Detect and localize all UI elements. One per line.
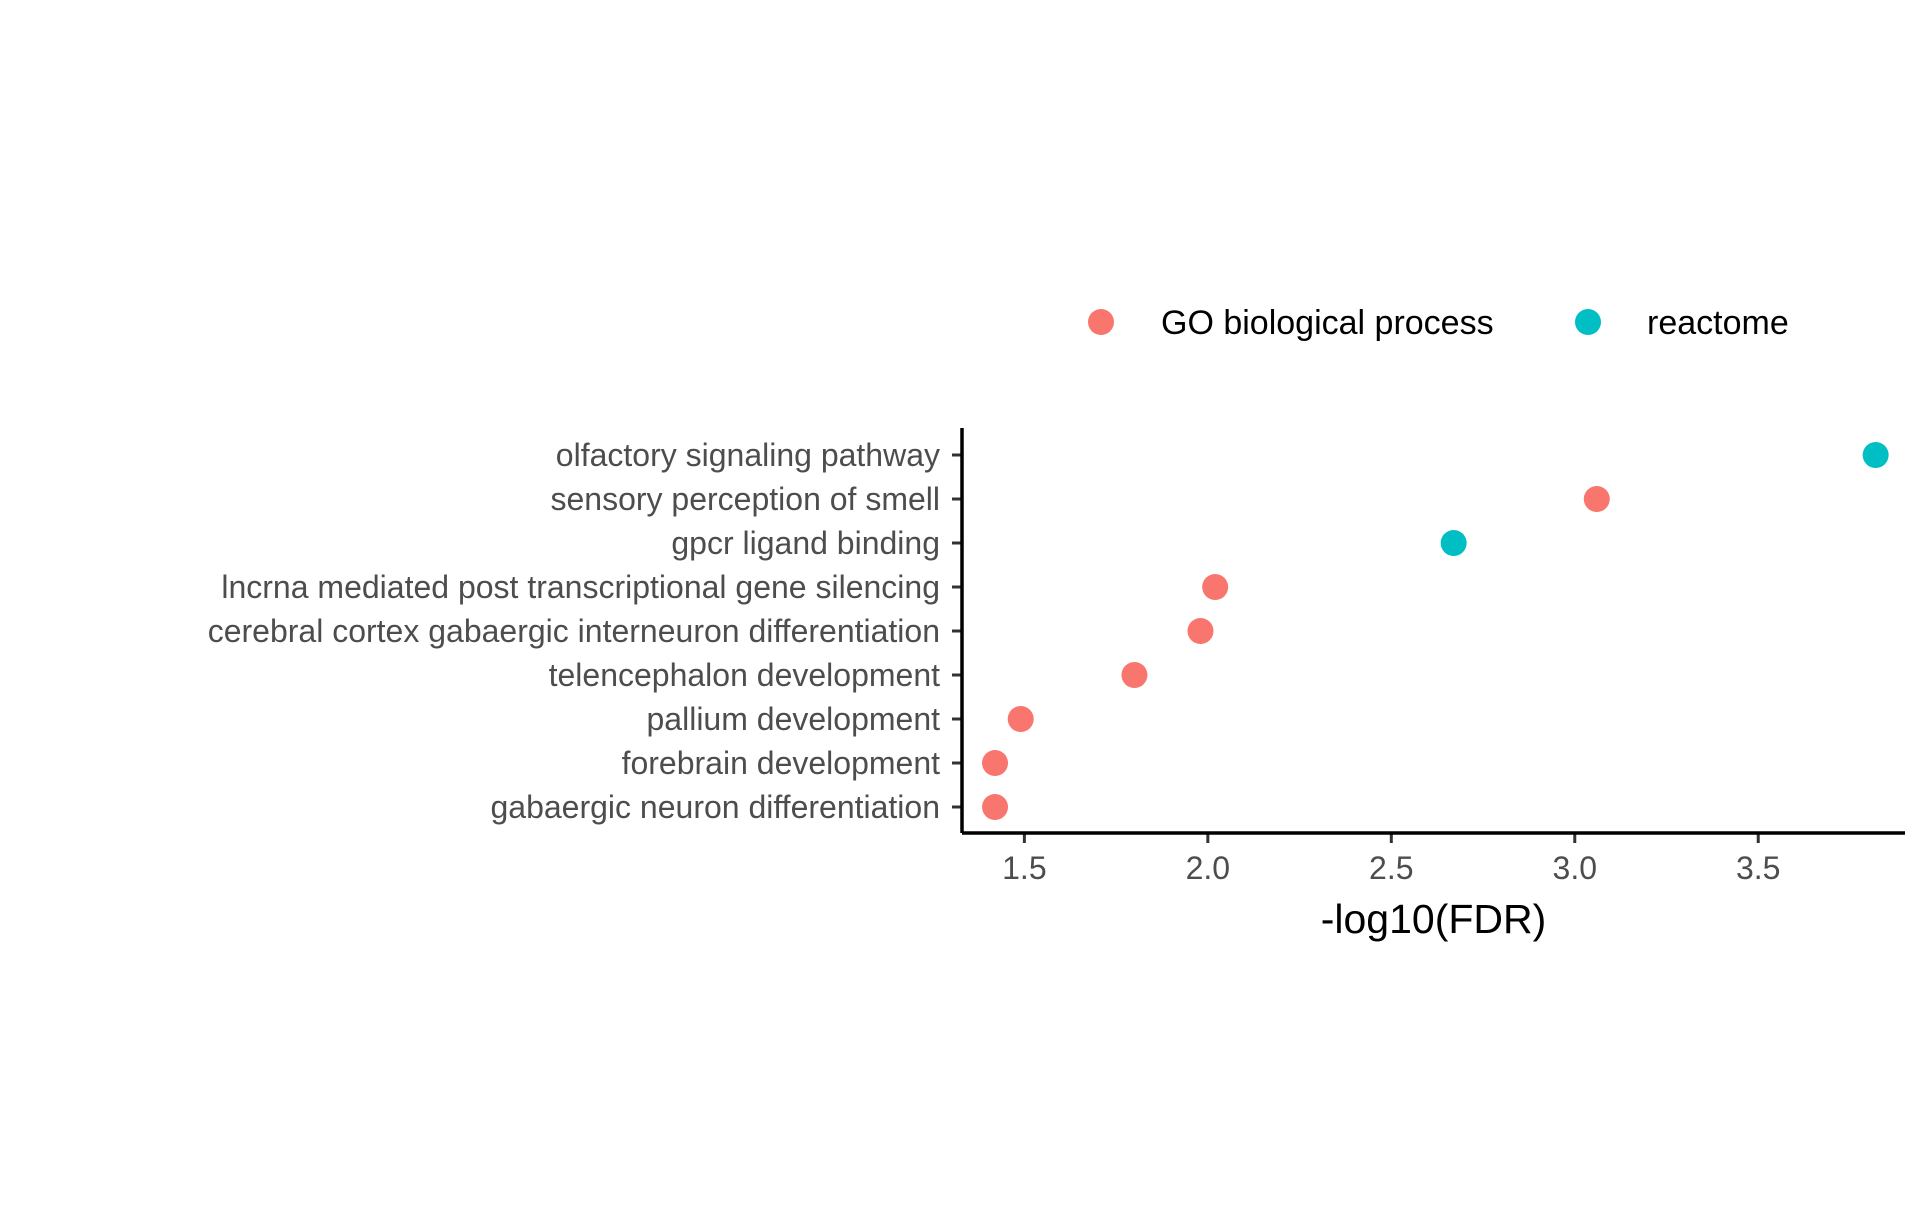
x-tick-label: 3.5 xyxy=(1736,850,1780,886)
x-axis-tick-labels: 1.5 2.0 2.5 3.0 3.5 xyxy=(1002,850,1780,886)
category-label: telencephalon development xyxy=(549,657,941,693)
legend-label: GO biological process xyxy=(1161,304,1494,342)
category-label: forebrain development xyxy=(622,745,941,781)
category-label: pallium development xyxy=(647,701,941,737)
data-point xyxy=(982,750,1009,776)
legend-label: reactome xyxy=(1647,304,1789,342)
category-labels: olfactory signaling pathway sensory perce… xyxy=(208,437,940,825)
data-point xyxy=(1187,618,1214,644)
legend-key xyxy=(1088,309,1114,335)
data-points xyxy=(982,442,1889,820)
x-tick-label: 2.0 xyxy=(1186,850,1230,886)
category-label: lncrna mediated post transcriptional gen… xyxy=(221,569,940,605)
legend-key xyxy=(1575,309,1601,335)
category-label: gpcr ligand binding xyxy=(671,525,940,561)
data-point xyxy=(982,794,1009,820)
category-label: sensory perception of smell xyxy=(550,481,940,517)
category-label: gabaergic neuron differentiation xyxy=(490,789,940,825)
category-label: cerebral cortex gabaergic interneuron di… xyxy=(208,613,940,649)
data-point xyxy=(1440,530,1467,556)
legend: GO biological process reactome xyxy=(1088,304,1789,342)
x-tick-label: 1.5 xyxy=(1002,850,1046,886)
y-axis-ticks xyxy=(952,453,962,809)
data-point xyxy=(1202,574,1229,600)
data-point xyxy=(1007,706,1034,732)
x-tick-label: 2.5 xyxy=(1369,850,1413,886)
data-point xyxy=(1121,662,1148,688)
x-axis-title: -log10(FDR) xyxy=(1321,896,1547,942)
data-point xyxy=(1862,442,1889,468)
data-point xyxy=(1583,486,1610,512)
category-label: olfactory signaling pathway xyxy=(556,437,940,473)
x-tick-label: 3.0 xyxy=(1553,850,1597,886)
